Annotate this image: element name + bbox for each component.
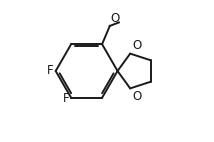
Text: F: F bbox=[47, 64, 54, 78]
Text: O: O bbox=[132, 38, 141, 52]
Text: O: O bbox=[110, 12, 120, 25]
Text: F: F bbox=[63, 92, 70, 105]
Text: O: O bbox=[132, 90, 141, 104]
